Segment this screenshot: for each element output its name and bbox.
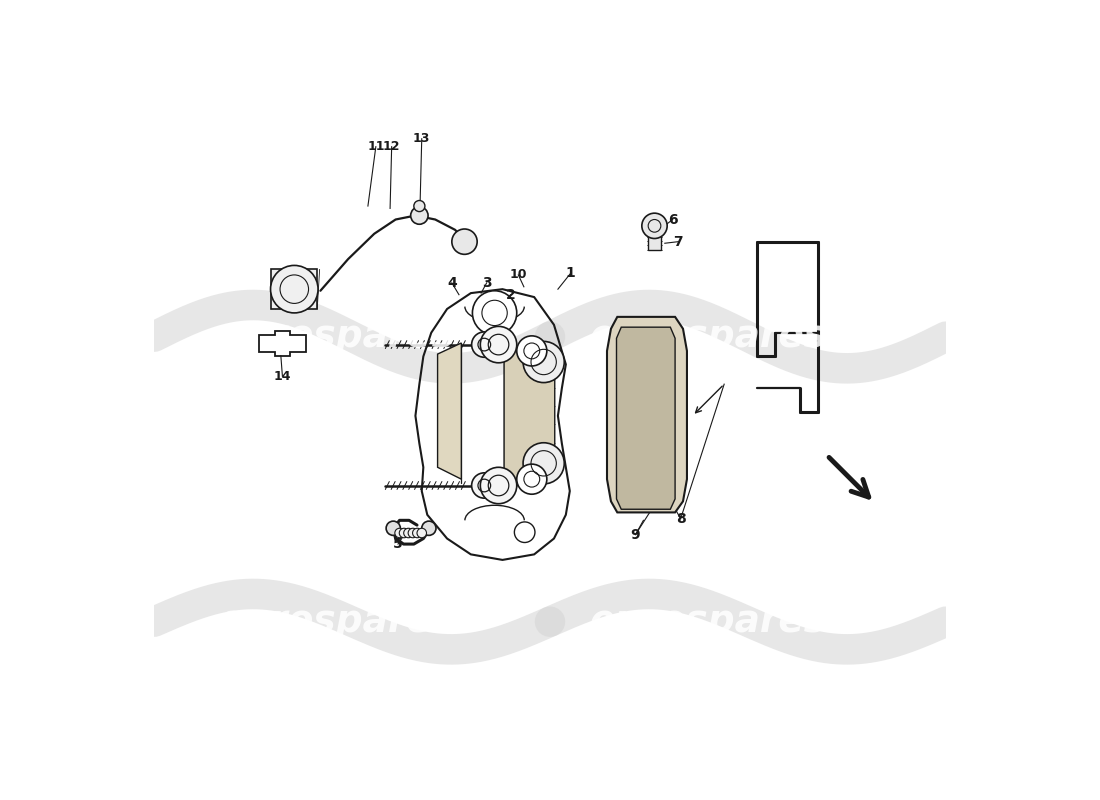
Circle shape xyxy=(452,229,477,254)
Circle shape xyxy=(517,464,547,494)
Text: 5: 5 xyxy=(393,537,403,551)
Text: 4: 4 xyxy=(447,276,456,290)
Polygon shape xyxy=(504,346,554,489)
Circle shape xyxy=(408,528,418,538)
Circle shape xyxy=(481,467,517,504)
Text: eurospares: eurospares xyxy=(590,604,827,640)
Text: 13: 13 xyxy=(414,132,430,146)
Circle shape xyxy=(417,528,427,538)
Circle shape xyxy=(472,473,497,498)
Circle shape xyxy=(412,528,422,538)
Circle shape xyxy=(517,336,547,366)
Text: eurospares: eurospares xyxy=(590,318,827,354)
Circle shape xyxy=(421,521,436,535)
Text: 1: 1 xyxy=(565,266,575,280)
Text: 9: 9 xyxy=(630,527,640,542)
Text: 6: 6 xyxy=(668,213,678,226)
Text: 2: 2 xyxy=(506,288,515,302)
Text: 7: 7 xyxy=(673,234,683,249)
Circle shape xyxy=(404,528,414,538)
Bar xyxy=(272,270,317,309)
Circle shape xyxy=(410,207,428,224)
Polygon shape xyxy=(616,327,675,510)
Circle shape xyxy=(524,342,564,382)
Circle shape xyxy=(472,332,497,358)
Text: eurospares: eurospares xyxy=(218,318,454,354)
Polygon shape xyxy=(607,317,688,513)
Circle shape xyxy=(414,201,425,211)
Circle shape xyxy=(524,442,564,484)
Circle shape xyxy=(515,522,535,542)
Text: 12: 12 xyxy=(383,140,400,153)
Text: 3: 3 xyxy=(482,276,492,290)
Circle shape xyxy=(395,528,405,538)
Bar xyxy=(648,232,661,250)
Polygon shape xyxy=(438,343,461,479)
Text: eurospares: eurospares xyxy=(218,604,454,640)
Circle shape xyxy=(472,290,517,335)
Text: 10: 10 xyxy=(509,269,527,282)
Circle shape xyxy=(641,213,668,238)
Circle shape xyxy=(386,521,400,535)
Text: 11: 11 xyxy=(367,140,385,153)
Text: 8: 8 xyxy=(675,512,685,526)
Text: 14: 14 xyxy=(274,370,292,382)
Circle shape xyxy=(271,266,318,313)
Circle shape xyxy=(399,528,409,538)
Circle shape xyxy=(481,326,517,362)
